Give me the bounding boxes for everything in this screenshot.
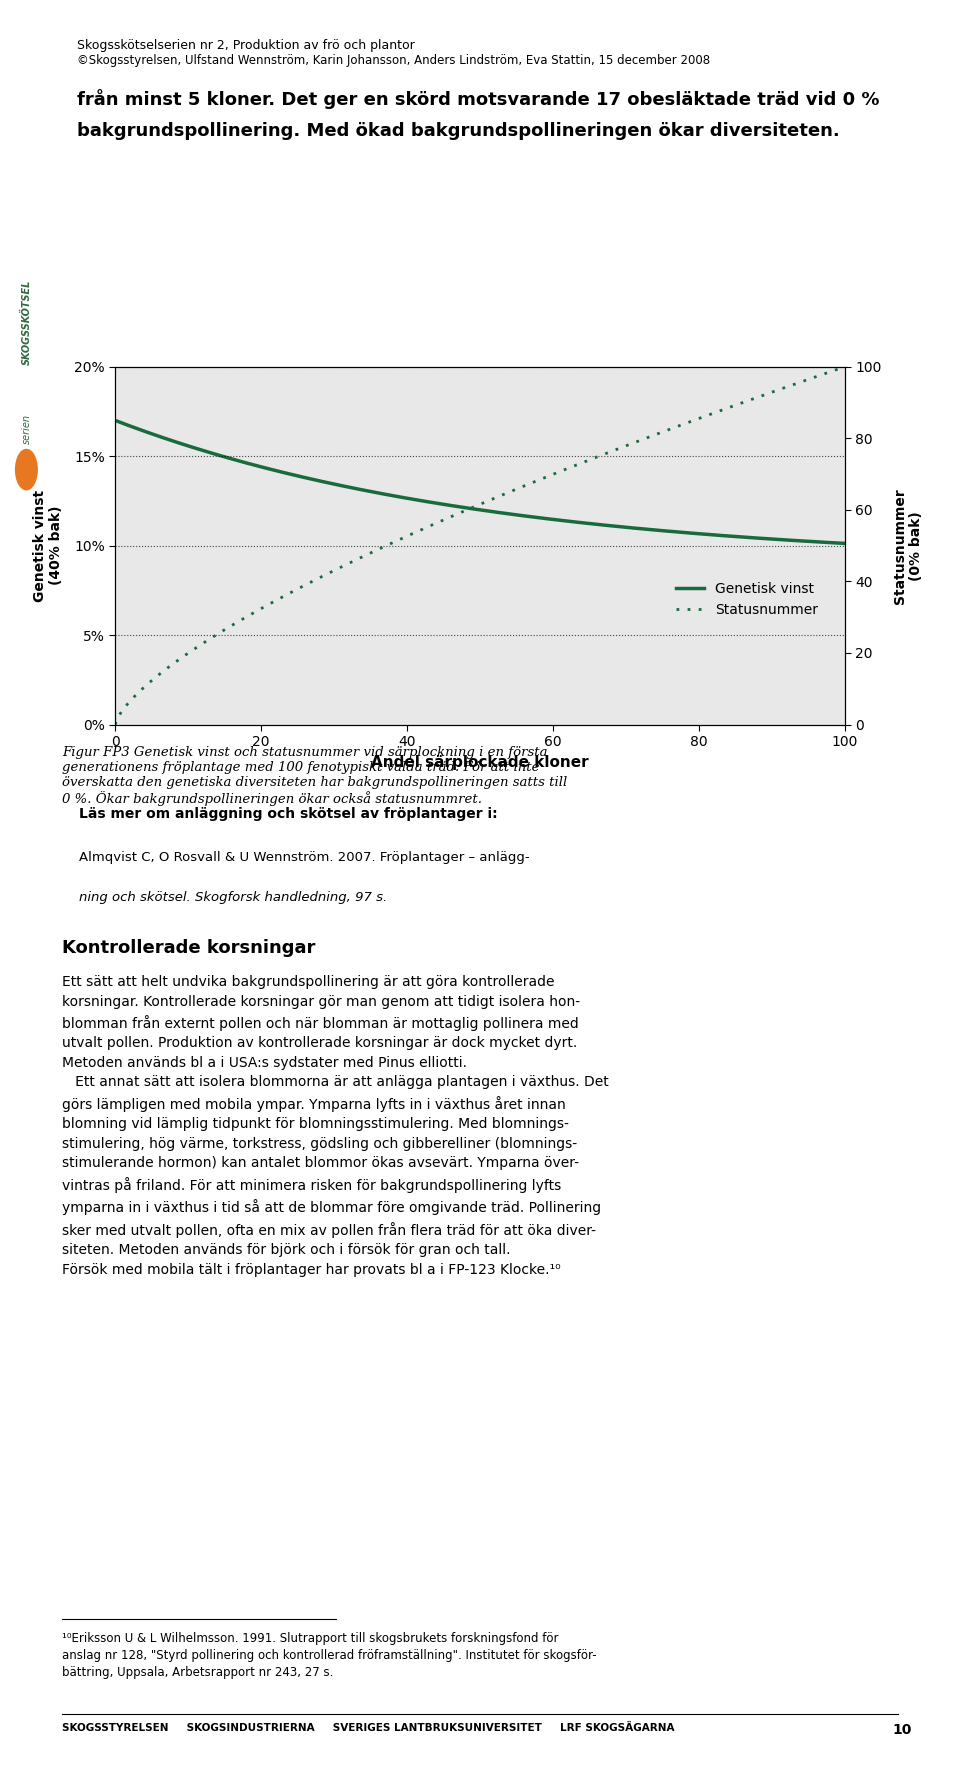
Circle shape — [15, 449, 37, 490]
Text: Skogsskötselserien nr 2, Produktion av frö och plantor: Skogsskötselserien nr 2, Produktion av f… — [77, 39, 415, 52]
X-axis label: Andel särplockade kloner: Andel särplockade kloner — [372, 755, 588, 769]
Text: SKOGSSKÖTSEL: SKOGSSKÖTSEL — [22, 279, 32, 365]
Text: Kontrollerade korsningar: Kontrollerade korsningar — [62, 939, 316, 957]
Legend: Genetisk vinst, Statusnummer: Genetisk vinst, Statusnummer — [670, 576, 824, 623]
Text: Figur FP3 Genetisk vinst och statusnummer vid särplockning i en första
generatio: Figur FP3 Genetisk vinst och statusnumme… — [62, 746, 567, 807]
Text: ©Skogsstyrelsen, Ulfstand Wennström, Karin Johansson, Anders Lindström, Eva Stat: ©Skogsstyrelsen, Ulfstand Wennström, Kar… — [77, 54, 710, 66]
Text: bakgrundspollinering. Med ökad bakgrundspollineringen ökar diversiteten.: bakgrundspollinering. Med ökad bakgrunds… — [77, 122, 840, 140]
Text: Almqvist C, O Rosvall & U Wennström. 2007. Fröplantager – anlägg-: Almqvist C, O Rosvall & U Wennström. 200… — [79, 852, 530, 864]
Text: ning och skötsel. Skogforsk handledning, 97 s.: ning och skötsel. Skogforsk handledning,… — [79, 891, 387, 905]
Text: från minst 5 kloner. Det ger en skörd motsvarande 17 obesläktade träd vid 0 %: från minst 5 kloner. Det ger en skörd mo… — [77, 89, 879, 109]
Text: 10: 10 — [893, 1723, 912, 1737]
Text: Ett sätt att helt undvika bakgrundspollinering är att göra kontrollerade
korsnin: Ett sätt att helt undvika bakgrundspolli… — [62, 975, 610, 1277]
Text: SKOGSSTYRELSEN     SKOGSINDUSTRIERNA     SVERIGES LANTBRUKSUNIVERSITET     LRF S: SKOGSSTYRELSEN SKOGSINDUSTRIERNA SVERIGE… — [62, 1723, 675, 1734]
Y-axis label: Genetisk vinst
(40% bak): Genetisk vinst (40% bak) — [33, 490, 63, 601]
Text: serien: serien — [22, 415, 32, 444]
Y-axis label: Statusnummer
(0% bak): Statusnummer (0% bak) — [893, 488, 923, 603]
Text: ¹⁰Eriksson U & L Wilhelmsson. 1991. Slutrapport till skogsbrukets forskningsfond: ¹⁰Eriksson U & L Wilhelmsson. 1991. Slut… — [62, 1632, 597, 1678]
Text: Läs mer om anläggning och skötsel av fröplantager i:: Läs mer om anläggning och skötsel av frö… — [79, 807, 497, 821]
